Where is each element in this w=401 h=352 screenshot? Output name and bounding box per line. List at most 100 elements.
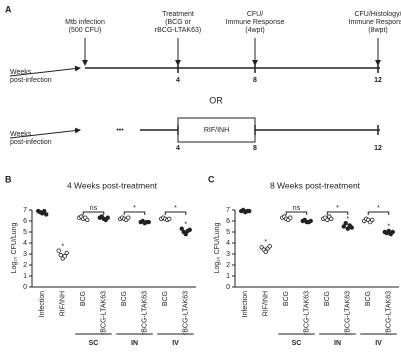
y-tick-label: 7 bbox=[226, 207, 230, 214]
significance-star: * bbox=[264, 239, 267, 246]
data-point bbox=[386, 228, 391, 234]
data-point bbox=[308, 218, 313, 224]
significance-label: ns bbox=[90, 205, 98, 212]
significance-bracket bbox=[82, 211, 105, 215]
y-tick-label: 4 bbox=[23, 240, 27, 247]
group-label: IN bbox=[131, 340, 138, 347]
separator: OR bbox=[209, 95, 223, 105]
y-tick-label: 4 bbox=[226, 240, 230, 247]
significance-star: * bbox=[61, 244, 64, 251]
x-tick-label: BCG bbox=[80, 291, 87, 306]
significance-label: * bbox=[133, 205, 136, 212]
y-tick-label: 1 bbox=[226, 273, 230, 280]
y-axis-label: Log₁₀ CFU/Lung bbox=[214, 222, 221, 273]
axis-arrow bbox=[9, 65, 81, 77]
week-label: 12 bbox=[374, 145, 382, 152]
data-point bbox=[42, 208, 47, 214]
week-label: 8 bbox=[253, 77, 257, 84]
week-label: 8 bbox=[253, 145, 257, 152]
data-point bbox=[267, 244, 272, 249]
significance-label: * bbox=[377, 205, 380, 212]
event-label: Treatment bbox=[162, 11, 194, 18]
event-label: Immune Response bbox=[349, 19, 401, 26]
data-point bbox=[370, 217, 375, 223]
y-tick-label: 5 bbox=[226, 229, 230, 236]
x-tick-label: BCG bbox=[365, 291, 372, 306]
axis-arrow bbox=[9, 127, 81, 139]
data-point bbox=[390, 229, 395, 235]
y-tick-label: 7 bbox=[23, 207, 27, 214]
y-tick-label: 0 bbox=[23, 284, 27, 291]
data-point bbox=[341, 224, 346, 229]
data-point bbox=[247, 208, 252, 214]
x-tick-label: RIF/INH bbox=[60, 291, 67, 316]
x-tick-label: rBCG-LTAK63 bbox=[142, 291, 149, 335]
significance-bracket bbox=[123, 211, 146, 215]
data-point bbox=[126, 215, 131, 220]
group-label: IV bbox=[172, 340, 179, 347]
x-tick-label: RIF/INH bbox=[263, 291, 270, 316]
x-tick-label: BCG bbox=[324, 291, 331, 306]
significance-label: ns bbox=[293, 205, 301, 212]
data-point bbox=[345, 226, 350, 231]
event-label: (500 CFU) bbox=[69, 27, 102, 34]
data-point bbox=[85, 217, 90, 223]
data-point bbox=[167, 216, 172, 221]
event-label: CFU/ bbox=[247, 11, 263, 18]
ellipsis: ••• bbox=[116, 127, 124, 134]
data-point bbox=[179, 226, 184, 231]
chart-title: 8 Weeks post-treatment bbox=[270, 180, 361, 190]
data-point bbox=[349, 225, 354, 230]
event-label: rBCG-LTAK63) bbox=[155, 27, 201, 34]
event-label: CFU/Histology/ bbox=[354, 11, 401, 18]
x-tick-label: BCG bbox=[121, 291, 128, 306]
significance-label: * bbox=[174, 205, 177, 212]
group-label: IV bbox=[375, 340, 382, 347]
y-tick-label: 3 bbox=[226, 251, 230, 258]
data-point bbox=[187, 227, 192, 232]
y-axis-label: Log₁₀ CFU/Lung bbox=[11, 222, 18, 273]
data-point bbox=[183, 231, 188, 237]
chart-title: 4 Weeks post-treatment bbox=[67, 180, 158, 190]
data-point bbox=[263, 249, 268, 254]
week-label: 4 bbox=[176, 77, 180, 84]
data-point bbox=[343, 220, 348, 226]
panel-label: B bbox=[5, 174, 12, 184]
significance-star: * bbox=[184, 222, 187, 229]
y-tick-label: 6 bbox=[226, 218, 230, 225]
y-tick-label: 6 bbox=[23, 218, 27, 225]
x-tick-label: rBCG-LTAK63 bbox=[386, 291, 393, 335]
data-point bbox=[325, 217, 330, 223]
data-point bbox=[146, 219, 151, 225]
week-label: 12 bbox=[374, 77, 382, 84]
x-tick-label: Infection bbox=[39, 291, 46, 318]
data-point bbox=[58, 252, 63, 258]
significance-bracket bbox=[285, 211, 308, 215]
data-point bbox=[64, 250, 69, 256]
y-tick-label: 1 bbox=[23, 273, 27, 280]
axis-label: post-infection bbox=[10, 139, 52, 146]
group-label: SC bbox=[89, 340, 99, 347]
event-label: (8wpt) bbox=[368, 27, 387, 34]
significance-bracket bbox=[326, 211, 349, 215]
data-point bbox=[105, 215, 110, 220]
x-tick-label: BCG bbox=[162, 291, 169, 306]
axis-label: Weeks bbox=[10, 69, 32, 76]
significance-star: * bbox=[346, 216, 349, 223]
axis-label: post-infection bbox=[10, 77, 52, 84]
event-label: (BCG or bbox=[165, 19, 191, 26]
x-tick-label: rBCG-LTAK63 bbox=[101, 291, 108, 335]
data-point bbox=[288, 215, 293, 220]
data-point bbox=[329, 216, 334, 221]
event-label: Immune Response bbox=[226, 19, 285, 26]
x-tick-label: rBCG-LTAK63 bbox=[183, 291, 190, 335]
panel-label: C bbox=[208, 174, 215, 184]
x-tick-label: rBCG-LTAK63 bbox=[345, 291, 352, 335]
panel-label: A bbox=[5, 4, 12, 14]
data-point bbox=[44, 212, 49, 217]
week-label: 4 bbox=[176, 145, 180, 152]
y-tick-label: 2 bbox=[23, 262, 27, 269]
group-label: IN bbox=[334, 340, 341, 347]
x-tick-label: Infection bbox=[242, 291, 249, 318]
